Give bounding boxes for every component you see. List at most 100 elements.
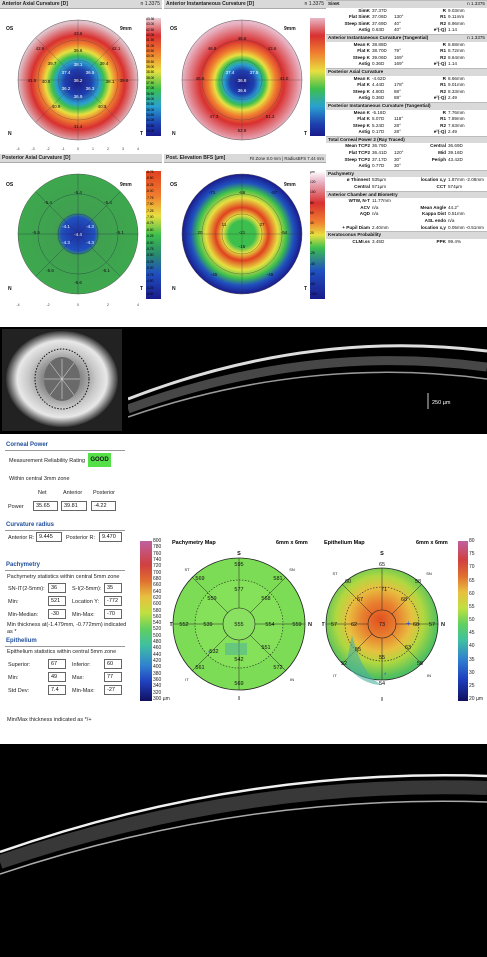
stat-value-field[interactable]: 7.4 [48, 685, 66, 695]
refractive-index: n 1.3375 [467, 1, 485, 6]
stat-cell: 5.07D [372, 116, 385, 122]
pachymetry-map-size: 6mm x 6mm [276, 540, 308, 546]
scale-tick: 39.50 [146, 59, 155, 64]
posterior-power-field[interactable]: -4.22 [91, 501, 116, 511]
scale-tick: 480 [153, 639, 162, 646]
stat-cell: Steep K [352, 122, 370, 128]
anterior-inst-map[interactable]: 36.837.4 37.5 36.6 45.6 46.9 43.6 45.6 41.0 47… [164, 10, 326, 153]
stat-value-field[interactable]: 77 [104, 672, 122, 682]
stat-value-field[interactable]: 49 [48, 672, 66, 682]
svg-text:36.2: 36.2 [74, 78, 83, 83]
stat-cell: e²(-Q) [433, 95, 446, 101]
scale-tick: 0 [310, 241, 312, 246]
pachy-st-out: 569 [195, 576, 204, 582]
stat-cell: 7.63mm [448, 122, 465, 128]
stat-value-field[interactable]: 60 [104, 659, 122, 669]
stat-cell: 574µm [448, 184, 463, 190]
posterior-r-field[interactable]: 9.470 [99, 532, 122, 542]
svg-text:43.6: 43.6 [268, 46, 277, 51]
epi-it-out: 52 [341, 661, 347, 667]
scale-tick: 42.50 [146, 27, 155, 32]
posterior-axial-map[interactable]: -4.4 -4.1 -4.3 -4.3 -4.3 -5.4 -5.4 -5.4 -5.5 -5… [0, 164, 162, 309]
stat-value-field[interactable]: -70 [104, 609, 122, 619]
scale-tick: 55 [469, 603, 475, 610]
divider [5, 646, 125, 647]
stat-cell: Mid [438, 150, 446, 156]
stat-value-field[interactable]: 67 [48, 659, 66, 669]
elevation-scale: µm 120 100 80 60 40 20 0 -20 -40 -60 -80 -100 [310, 170, 325, 299]
stat-cell: 0.05mm -0.51mm [448, 224, 484, 230]
iris-camera-image[interactable] [2, 329, 122, 431]
stat-cell: 9.03mm [448, 7, 465, 13]
svg-text:OS: OS [170, 182, 178, 188]
epi-s-out: 65 [379, 562, 385, 568]
anterior-axial-map[interactable]: 36.237.4 36.5 36.2 36.338.136.9 39.639.7 39… [0, 10, 162, 153]
scale-tick: 35.50 [146, 102, 155, 107]
elevation-title: Post. Elevation BFS [µm] [166, 155, 226, 161]
epithelium-note: Min/Max thickness indicated as */+ [7, 717, 92, 723]
stat-cell: 38.88D [372, 41, 387, 47]
stat-cell: R2 [440, 54, 446, 60]
scale-tick: 75 [469, 551, 475, 558]
stat-cell: Flat TCP2 [348, 150, 370, 156]
svg-text:-49: -49 [267, 272, 274, 277]
stat-cell: 0.77D [372, 163, 385, 169]
stat-cell [448, 163, 486, 170]
stat-label: Min-Max: [72, 688, 95, 694]
pachy-s-label: S [237, 551, 241, 557]
pachy-n-out: 559 [292, 622, 301, 628]
stat-value-field[interactable]: 35 [104, 583, 122, 593]
stat-cell [448, 198, 486, 205]
pachy-n-mid: 554 [265, 622, 274, 628]
stat-label: Inferior: [72, 662, 91, 668]
svg-text:11: 11 [222, 222, 227, 227]
epithelium-map[interactable]: Epithelium Map 6mm x 6mm + * S I T N SN … [322, 535, 462, 710]
anterior-r-field[interactable]: 9.445 [36, 532, 62, 542]
anterior-power-field[interactable]: 39.81 [61, 501, 87, 511]
scale-tick: 300 µm [153, 696, 170, 702]
svg-text:9mm: 9mm [120, 182, 132, 188]
scale-tick: 40 [469, 643, 475, 650]
scale-tick: -6.00 [146, 240, 154, 245]
stat-cell: -5.16D [372, 109, 386, 115]
stat-row: Flat K 5.07D 118° R1 7.89mm [326, 116, 487, 123]
scale-tick: 41.50 [146, 38, 155, 43]
oct-epithelium-scan[interactable] [0, 744, 487, 957]
epi-i-out: 54 [379, 681, 385, 687]
oct-cornea-scan[interactable]: 250 µm [128, 327, 487, 434]
divider [5, 450, 125, 451]
stat-value-field[interactable]: 36 [48, 583, 66, 593]
scale-tick: -7.50 [146, 202, 154, 207]
svg-text:-57: -57 [271, 190, 278, 195]
stat-cell: 120° [394, 150, 404, 156]
stat-cell: Kappa Dist [422, 211, 446, 217]
svg-text:*: * [384, 673, 387, 679]
stat-cell: 7.89mm [448, 116, 465, 122]
section-post_axial: Posterior Axial Curvature [326, 67, 487, 76]
stat-value-field[interactable]: -30 [48, 609, 66, 619]
stat-row: Flat SimK 37.06D 130° R1 9.11mm [326, 14, 487, 21]
svg-text:OS: OS [6, 182, 14, 188]
svg-text:2: 2 [107, 147, 109, 151]
svg-text:36.6: 36.6 [238, 88, 247, 93]
epi-n-out: 57 [429, 622, 435, 628]
scale-tick: 20 [310, 231, 314, 235]
stat-cell: 7.76mm [448, 109, 465, 115]
scale-tick: 40.50 [146, 49, 155, 53]
stat-row: Mean K -4.62D R 8.66mm [326, 76, 487, 83]
stat-label: S-I(2-5mm): [72, 586, 102, 592]
divider [5, 570, 125, 571]
net-power-field[interactable]: 35.65 [33, 501, 58, 511]
svg-text:1: 1 [92, 147, 94, 151]
stat-value-field[interactable]: -27 [104, 685, 122, 695]
posterior-axial-title: Posterior Axial Curvature [D] [2, 155, 71, 161]
scale-tick: 41.00 [146, 43, 155, 48]
elevation-map[interactable]: -21 -15 11 27 -86 -71 -57 20 -54 -45 -49 OS 9mm N T [164, 164, 326, 309]
stat-row: WTW, N-T 11.77mm [326, 198, 487, 205]
svg-text:*: * [208, 651, 211, 657]
stat-label: Location Y: [72, 599, 100, 605]
stat-value-field[interactable]: -772 [104, 596, 122, 606]
stat-value-field[interactable]: 521 [48, 596, 66, 606]
pachymetry-map[interactable]: Pachymetry Map 6mm x 6mm * S I T N SN ST… [170, 535, 320, 710]
epi-sn-label: SN [426, 571, 432, 576]
